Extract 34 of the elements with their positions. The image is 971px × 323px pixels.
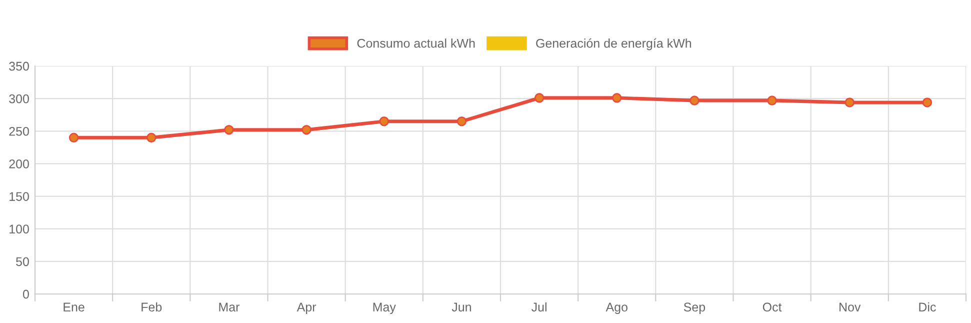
y-tick-label: 100 [10,224,29,234]
legend-label: Generación de energía kWh [536,38,692,50]
y-tick-label: 0 [22,290,29,299]
point [844,98,854,108]
x-tick-label: Dic [919,302,936,312]
point [302,124,312,135]
y-tick-label: 300 [9,94,29,104]
y-tick-label: 200 [9,160,29,168]
point [146,132,156,143]
point [767,96,777,106]
x-tick-label: Sep [684,302,706,314]
y-tick-label: 250 [9,126,29,136]
point [68,132,79,143]
x-tick-label: Feb [142,302,162,312]
x-tick-label: Ene [64,302,84,312]
y-tick-label: 50 [16,257,29,266]
x-tick-label: Apr [296,302,316,314]
x-tick-label: Jun [452,302,471,312]
point [534,93,544,103]
point [224,124,234,135]
point [690,96,700,106]
x-tick-label: Mar [219,302,240,312]
x-tick-label: Oct [762,302,782,312]
y-tick-label: 350 [9,62,29,71]
point [922,98,932,108]
point [612,93,622,103]
point [379,116,389,126]
x-tick-label: Ago [606,302,628,314]
y-tick-label: 150 [10,192,29,201]
x-tick-label: May [373,302,396,314]
x-tick-label: Nov [840,302,861,312]
legend-label: Consumo actual kWh [357,38,475,48]
x-tick-label: Jul [532,302,546,312]
point [456,116,467,126]
